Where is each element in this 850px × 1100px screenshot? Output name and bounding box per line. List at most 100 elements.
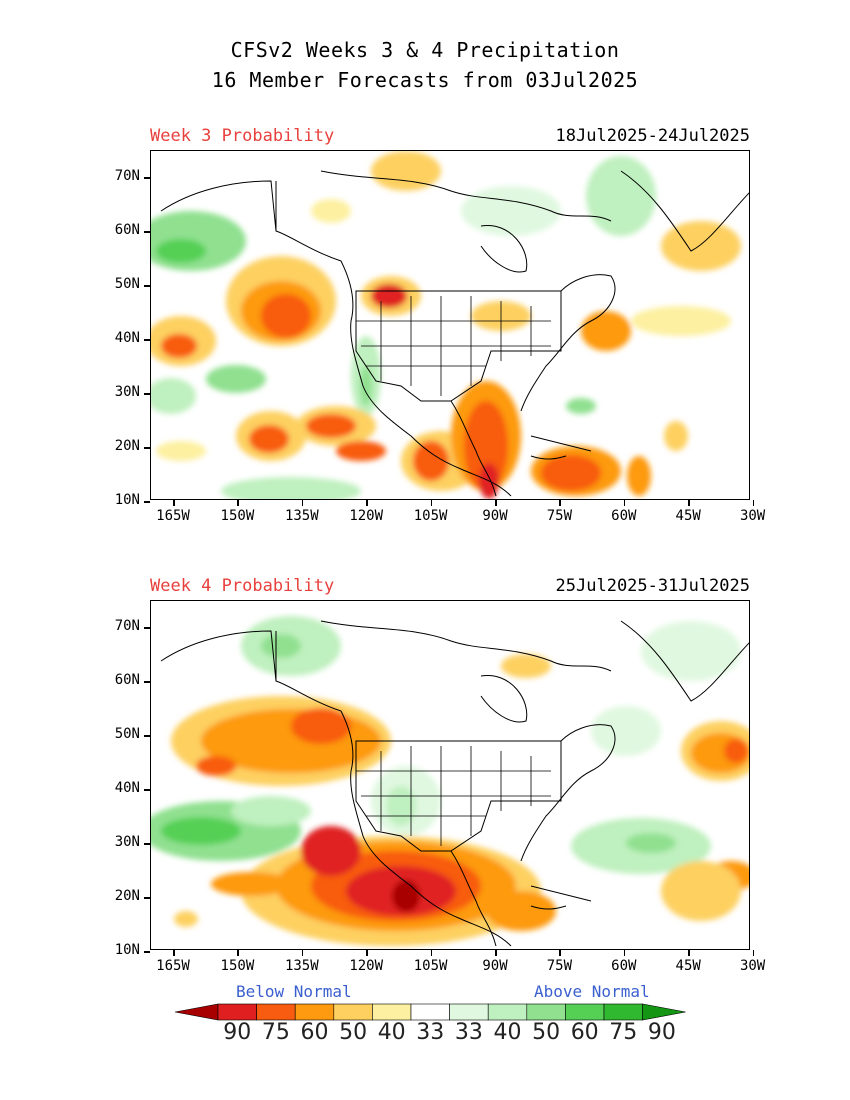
week4-map: [150, 600, 750, 950]
lon-tick: [366, 500, 368, 506]
fill-region: [291, 708, 351, 744]
lon-tick: [301, 950, 304, 956]
caribbean: [530, 435, 592, 460]
legend-swatch: [487, 1003, 528, 1021]
lon-label: 105W: [413, 508, 448, 524]
fill-region: [151, 378, 196, 414]
lat-label: 50N: [114, 726, 140, 742]
lat-tick: [144, 627, 150, 629]
legend-value: 40: [377, 1020, 406, 1045]
fill-region: [586, 156, 656, 236]
lat-tick: [144, 231, 150, 233]
fill-region: [661, 861, 741, 921]
lon-label: 105W: [413, 958, 448, 974]
lon-tick: [623, 950, 626, 956]
fill-region: [151, 211, 246, 271]
legend-colorbar: [174, 1003, 686, 1021]
mexico-coast: [450, 400, 497, 497]
lon-label: 120W: [349, 958, 384, 974]
fill-region: [486, 891, 556, 931]
legend-value: 60: [570, 1020, 599, 1045]
legend-swatch: [603, 1003, 643, 1021]
lon-tick: [559, 950, 561, 956]
lon-tick: [623, 500, 626, 506]
lon-tick: [688, 950, 690, 956]
lon-label: 30W: [739, 508, 766, 524]
fill-region: [461, 186, 561, 236]
lat-tick: [144, 843, 150, 845]
arctic-coast: [320, 170, 612, 222]
fill-region: [156, 239, 206, 263]
legend-swatch: [294, 1003, 335, 1021]
legend-swatch: [217, 1003, 257, 1021]
legend-arrow-left: [174, 1003, 219, 1021]
legend-swatch: [410, 1003, 450, 1021]
lon-tick: [752, 500, 755, 506]
fill-region: [626, 833, 676, 853]
fill-region: [161, 334, 197, 358]
fill-region: [464, 401, 508, 491]
legend-value: 75: [609, 1020, 638, 1045]
week4-map-svg: [151, 616, 749, 947]
lon-tick: [430, 950, 433, 956]
fill-region: [371, 284, 407, 308]
fill-region: [360, 366, 372, 406]
fill-region: [249, 425, 289, 453]
legend-value: 50: [532, 1020, 561, 1045]
lon-tick: [559, 500, 561, 506]
lat-label: 60N: [114, 222, 140, 238]
lat-label: 40N: [114, 330, 140, 346]
legend-swatch: [526, 1003, 566, 1021]
lat-label: 10N: [114, 492, 140, 508]
lon-label: 165W: [156, 958, 190, 974]
week3-coastlines: [160, 170, 749, 497]
week4-label: Week 4 Probability: [150, 576, 335, 596]
fill-region: [661, 221, 741, 271]
fill-region: [724, 739, 748, 763]
fill-region: [311, 199, 351, 223]
lat-label: 30N: [114, 834, 140, 850]
fill-region: [261, 294, 311, 338]
week3-label: Week 3 Probability: [150, 126, 335, 146]
lon-label: 135W: [284, 958, 319, 974]
fill-region: [581, 311, 631, 351]
chart-title-line1: CFSv2 Weeks 3 & 4 Precipitation: [230, 38, 620, 62]
lon-label: 165W: [156, 508, 190, 524]
fill-region: [371, 151, 441, 191]
lat-tick: [144, 681, 150, 683]
legend-value: 75: [261, 1020, 290, 1045]
lat-label: 70N: [114, 618, 140, 634]
lon-tick: [688, 500, 690, 506]
lon-label: 90W: [482, 508, 508, 524]
fill-region: [221, 477, 361, 499]
below-normal-label: Below Normal: [236, 982, 352, 1001]
week3-map: [150, 150, 750, 500]
legend-arrow-right: [642, 1003, 686, 1021]
lat-tick: [144, 177, 150, 179]
legend-value: 60: [300, 1020, 329, 1045]
fill-region: [392, 880, 420, 912]
week4-probability-fill: [151, 616, 749, 946]
mexico-coast: [450, 850, 497, 947]
lat-label: 20N: [114, 438, 140, 454]
above-normal-label: Above Normal: [534, 982, 650, 1001]
lat-label: 40N: [114, 780, 140, 796]
legend-swatch: [256, 1003, 296, 1021]
west-coast: [160, 180, 512, 497]
fill-region: [591, 706, 661, 756]
fill-region: [386, 786, 416, 826]
east-coast: [520, 274, 616, 412]
lon-label: 45W: [675, 958, 701, 974]
legend-value: 33: [454, 1020, 483, 1045]
lon-label: 60W: [611, 958, 637, 974]
legend-swatch: [565, 1003, 605, 1021]
state-lines: [356, 746, 551, 846]
lat-label: 60N: [114, 672, 140, 688]
lat-label: 50N: [114, 276, 140, 292]
lon-tick: [237, 950, 239, 956]
lat-tick: [144, 393, 150, 395]
lat-tick: [144, 897, 150, 899]
week3-map-svg: [151, 151, 749, 499]
lon-tick: [366, 950, 368, 956]
legend-swatch: [372, 1003, 412, 1021]
